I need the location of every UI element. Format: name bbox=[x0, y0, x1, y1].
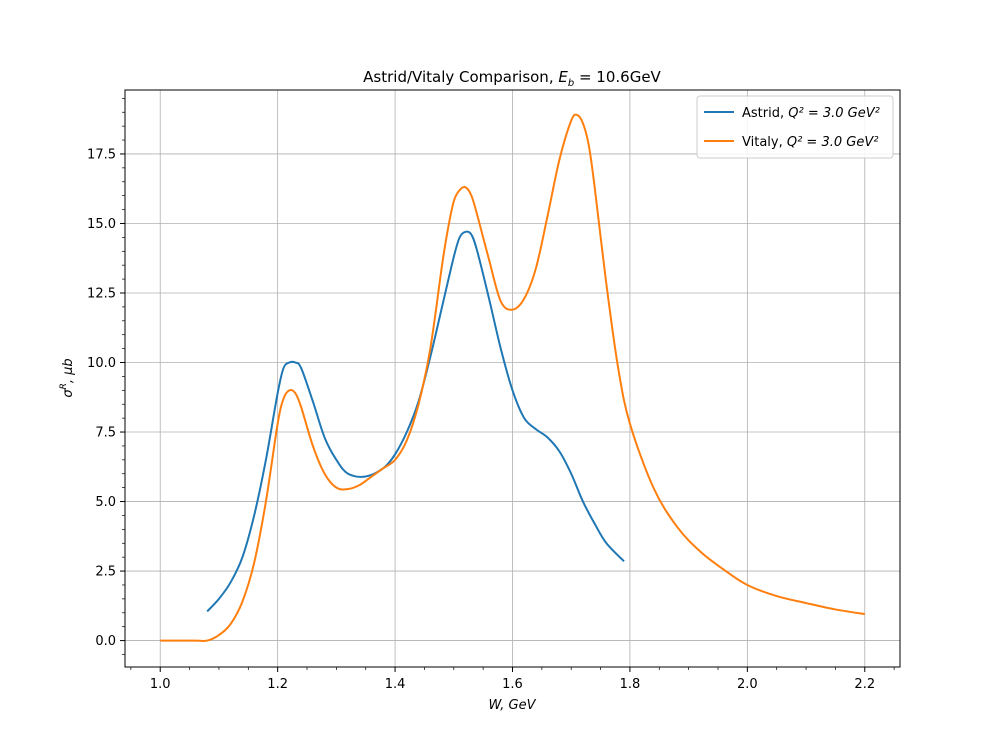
x-tick-label: 1.4 bbox=[385, 677, 406, 692]
x-tick-label: 1.2 bbox=[267, 677, 288, 692]
grid-layer bbox=[125, 90, 900, 667]
x-tick-label: 2.0 bbox=[737, 677, 758, 692]
y-axis-title: σR, μb bbox=[59, 358, 76, 397]
x-tick-label: 2.2 bbox=[854, 677, 875, 692]
legend-label-vitaly: Vitaly, Q² = 3.0 GeV² bbox=[742, 135, 878, 150]
y-tick-label: 17.5 bbox=[87, 147, 116, 162]
chart-title: Astrid/Vitaly Comparison, Eb = 10.6GeV bbox=[363, 68, 661, 89]
tick-layer: 1.0 1.2 1.4 1.6 1.8 2.0 2.2 0.0 2.5 5.0 7.5 10.0 12.… bbox=[87, 97, 895, 692]
series-layer bbox=[160, 113, 865, 642]
y-tick-label: 2.5 bbox=[95, 565, 116, 580]
y-tick-label: 0.0 bbox=[95, 634, 116, 649]
legend-label-astrid: Astrid, Q² = 3.0 GeV² bbox=[742, 106, 880, 121]
y-tick-label: 5.0 bbox=[95, 495, 116, 510]
y-tick-label: 15.0 bbox=[87, 217, 116, 232]
series-line-vitaly bbox=[160, 113, 865, 642]
x-axis-title: W, GeV bbox=[488, 698, 536, 713]
x-tick-label: 1.8 bbox=[620, 677, 641, 692]
y-tick-label: 10.0 bbox=[87, 356, 116, 371]
legend: Astrid, Q² = 3.0 GeV² Vitaly, Q² = 3.0 G… bbox=[696, 95, 894, 159]
y-tick-label: 7.5 bbox=[95, 426, 116, 441]
legend-box bbox=[696, 95, 894, 159]
x-tick-label: 1.0 bbox=[150, 677, 171, 692]
x-tick-label: 1.6 bbox=[502, 677, 523, 692]
y-tick-label: 12.5 bbox=[87, 286, 116, 301]
